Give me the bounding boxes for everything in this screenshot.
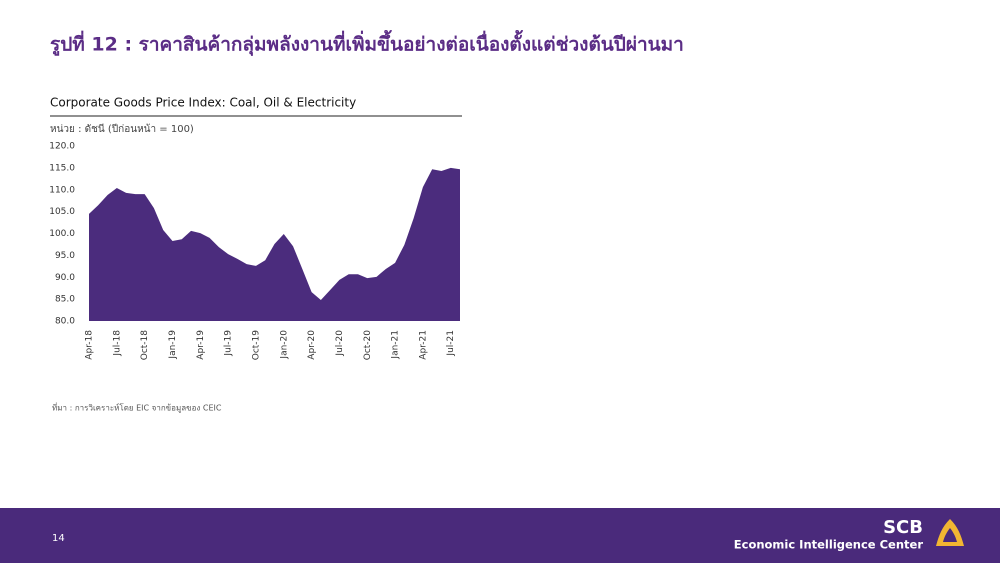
footer-band bbox=[0, 508, 1000, 563]
x-tick-label: Oct-20 bbox=[363, 330, 373, 361]
y-tick-label: 115.0 bbox=[49, 163, 75, 173]
x-tick-label: Oct-18 bbox=[140, 330, 150, 361]
logo-unit: Economic Intelligence Center bbox=[734, 538, 924, 552]
y-tick-label: 120.0 bbox=[49, 142, 75, 152]
slide-title: รูปที่ 12 : ราคาสินค้ากลุ่มพลังงานที่เพิ… bbox=[50, 30, 684, 57]
chart-title: Corporate Goods Price Index: Coal, Oil &… bbox=[50, 96, 356, 110]
y-tick-label: 110.0 bbox=[49, 185, 75, 195]
x-tick-label: Oct-19 bbox=[251, 330, 261, 361]
x-tick-label: Apr-20 bbox=[307, 330, 317, 360]
x-tick-label: Apr-19 bbox=[196, 330, 206, 360]
y-tick-label: 105.0 bbox=[49, 207, 75, 217]
logo-icon bbox=[936, 519, 964, 546]
y-tick-label: 95.0 bbox=[55, 251, 75, 261]
x-tick-label: Apr-18 bbox=[85, 330, 95, 360]
x-tick-label: Jul-20 bbox=[335, 330, 345, 357]
y-tick-label: 100.0 bbox=[49, 229, 75, 239]
chart-subtitle: หน่วย : ดัชนี (ปีก่อนหน้า = 100) bbox=[50, 123, 194, 135]
source-note: ที่มา : การวิเคราะห์โดย EIC จากข้อมูลของ… bbox=[52, 402, 222, 414]
x-tick-label: Jul-21 bbox=[446, 330, 456, 357]
x-tick-label: Jan-20 bbox=[279, 330, 289, 360]
x-tick-label: Apr-21 bbox=[418, 330, 428, 360]
page-number: 14 bbox=[52, 533, 65, 544]
x-tick-label: Jul-19 bbox=[224, 330, 234, 357]
area bbox=[89, 167, 460, 321]
x-tick-label: Jan-21 bbox=[391, 330, 401, 360]
logo-brand: SCB bbox=[883, 517, 923, 538]
y-tick-label: 85.0 bbox=[55, 295, 75, 305]
y-tick-label: 90.0 bbox=[55, 273, 75, 283]
x-tick-label: Jul-18 bbox=[112, 330, 122, 357]
y-tick-label: 80.0 bbox=[55, 317, 75, 327]
x-tick-label: Jan-19 bbox=[168, 330, 178, 360]
